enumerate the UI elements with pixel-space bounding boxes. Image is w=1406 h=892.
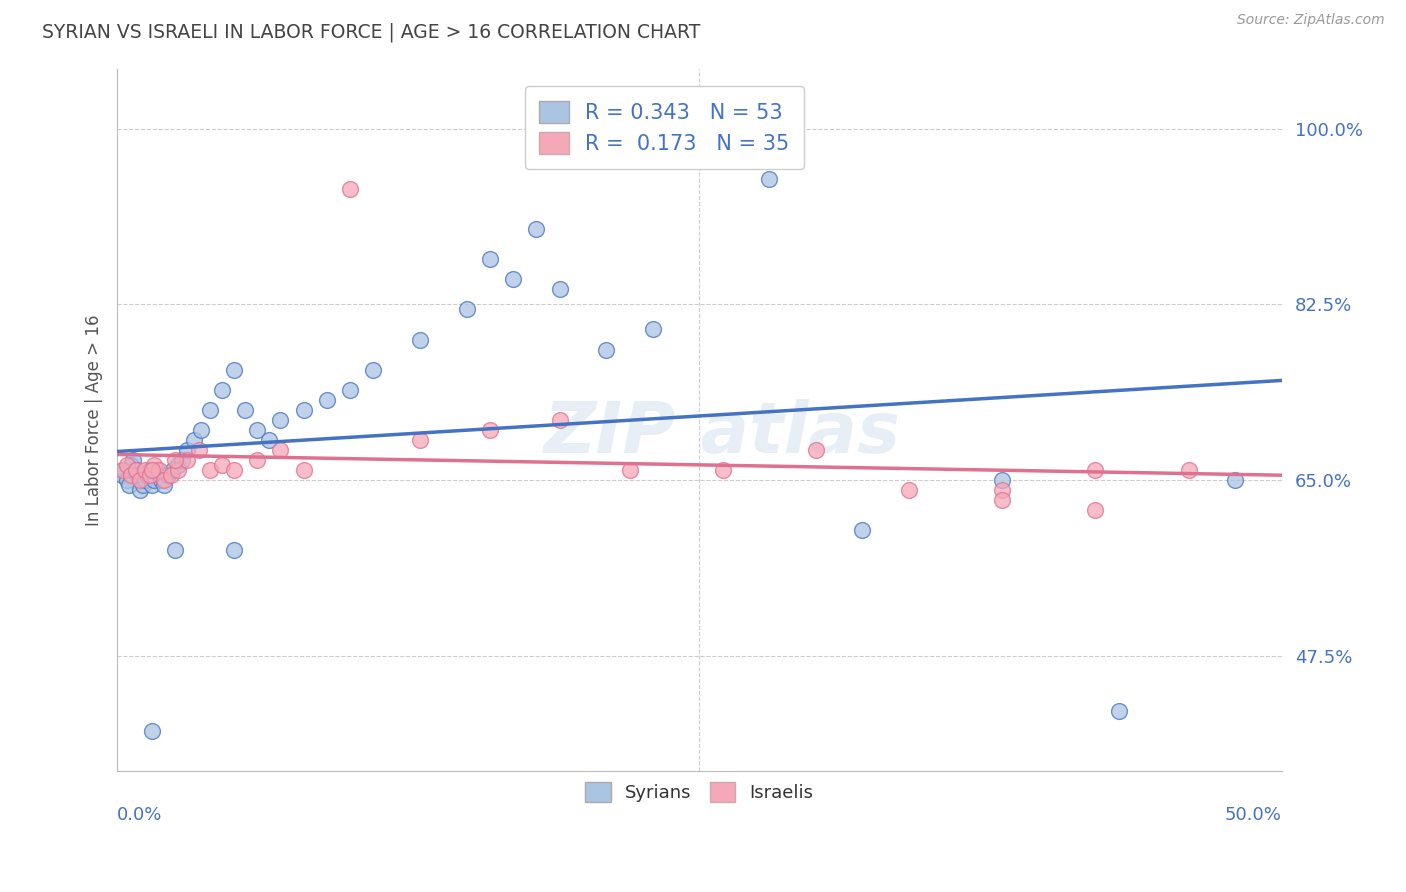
Point: [112, 463, 135, 477]
Point: [176, 442, 198, 457]
Point: [122, 453, 145, 467]
Point: [120, 458, 142, 472]
Point: [157, 468, 180, 483]
Point: [125, 463, 148, 477]
Point: [478, 423, 501, 437]
Point: [548, 282, 571, 296]
Point: [1084, 503, 1107, 517]
Point: [292, 463, 315, 477]
Point: [141, 463, 163, 477]
Point: [143, 473, 166, 487]
Point: [991, 483, 1014, 497]
Point: [120, 468, 142, 483]
Point: [526, 222, 548, 236]
Point: [150, 473, 173, 487]
Point: [548, 413, 571, 427]
Point: [166, 463, 188, 477]
Legend: Syrians, Israelis: Syrians, Israelis: [576, 773, 823, 812]
Point: [711, 463, 734, 477]
Point: [292, 402, 315, 417]
Point: [127, 468, 149, 483]
Point: [339, 383, 361, 397]
Point: [111, 463, 134, 477]
Point: [165, 453, 187, 467]
Point: [143, 458, 166, 472]
Point: [339, 182, 361, 196]
Point: [200, 463, 222, 477]
Point: [269, 442, 291, 457]
Point: [363, 362, 385, 376]
Point: [269, 413, 291, 427]
Point: [257, 433, 280, 447]
Point: [991, 473, 1014, 487]
Point: [152, 478, 174, 492]
Point: [187, 442, 209, 457]
Point: [1177, 463, 1199, 477]
Point: [132, 478, 155, 492]
Point: [115, 473, 138, 487]
Point: [200, 402, 222, 417]
Point: [139, 463, 162, 477]
Point: [851, 523, 873, 537]
Point: [315, 392, 337, 407]
Point: [165, 543, 187, 558]
Point: [595, 343, 617, 357]
Point: [183, 433, 205, 447]
Point: [222, 362, 245, 376]
Point: [115, 458, 138, 472]
Point: [141, 478, 163, 492]
Point: [211, 458, 233, 472]
Point: [1084, 463, 1107, 477]
Point: [172, 453, 194, 467]
Point: [758, 172, 780, 186]
Text: Source: ZipAtlas.com: Source: ZipAtlas.com: [1237, 13, 1385, 28]
Point: [139, 468, 162, 483]
Point: [134, 463, 156, 477]
Point: [211, 383, 233, 397]
Point: [190, 423, 212, 437]
Point: [478, 252, 501, 267]
Point: [804, 442, 827, 457]
Point: [1108, 704, 1130, 718]
Point: [246, 453, 269, 467]
Text: 50.0%: 50.0%: [1225, 806, 1282, 824]
Point: [502, 272, 524, 286]
Point: [118, 478, 141, 492]
Point: [111, 468, 134, 483]
Point: [619, 463, 641, 477]
Point: [898, 483, 921, 497]
Point: [148, 463, 170, 477]
Point: [159, 468, 181, 483]
Point: [176, 453, 198, 467]
Point: [641, 322, 664, 336]
Point: [129, 473, 152, 487]
Point: [136, 468, 159, 483]
Point: [233, 402, 256, 417]
Point: [129, 483, 152, 497]
Point: [146, 463, 169, 477]
Y-axis label: In Labor Force | Age > 16: In Labor Force | Age > 16: [86, 314, 103, 525]
Point: [409, 333, 432, 347]
Point: [162, 463, 184, 477]
Point: [222, 543, 245, 558]
Point: [152, 473, 174, 487]
Point: [409, 433, 432, 447]
Point: [246, 423, 269, 437]
Point: [166, 458, 188, 472]
Point: [148, 468, 170, 483]
Point: [141, 723, 163, 738]
Point: [125, 463, 148, 477]
Point: [222, 463, 245, 477]
Text: SYRIAN VS ISRAELI IN LABOR FORCE | AGE > 16 CORRELATION CHART: SYRIAN VS ISRAELI IN LABOR FORCE | AGE >…: [42, 22, 700, 42]
Point: [1223, 473, 1246, 487]
Point: [134, 473, 156, 487]
Text: ZIP atlas: ZIP atlas: [544, 400, 901, 468]
Text: 0.0%: 0.0%: [117, 806, 163, 824]
Point: [456, 302, 478, 317]
Point: [991, 493, 1014, 508]
